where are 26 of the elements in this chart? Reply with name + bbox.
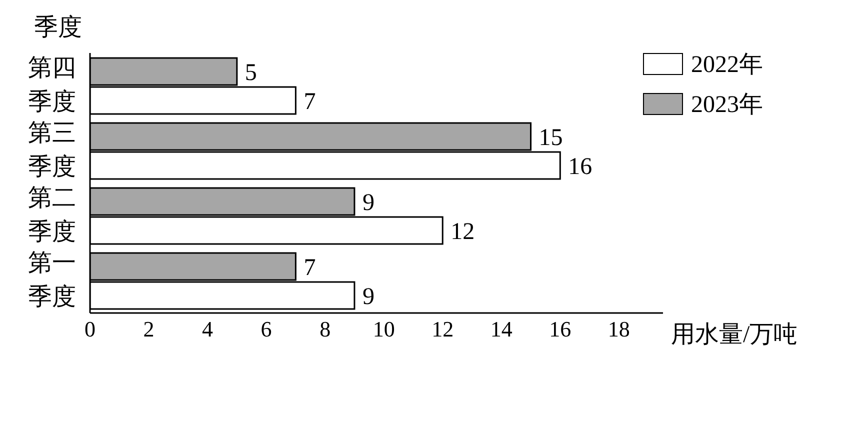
- data-label: 16: [568, 154, 592, 180]
- x-tick-label: 14: [490, 316, 512, 342]
- data-label: 9: [362, 190, 374, 216]
- x-tick-label: 10: [372, 316, 395, 342]
- data-label: 9: [362, 284, 374, 310]
- x-tick-label: 8: [320, 316, 331, 342]
- y-axis-title: 季度: [34, 14, 82, 41]
- x-tick-label: 16: [549, 316, 572, 342]
- data-label: 7: [304, 89, 316, 116]
- y-tick-label: 第三季度: [28, 120, 76, 180]
- y-tick-label: 第四季度: [28, 56, 76, 116]
- data-label: 7: [304, 255, 316, 282]
- data-label: 15: [538, 125, 563, 152]
- x-tick-label: 4: [202, 316, 214, 342]
- x-tick-label: 12: [432, 316, 454, 342]
- x-axis-title: 用水量/万吨: [671, 322, 798, 348]
- y-tick-label: 第一季度: [28, 250, 76, 310]
- x-tick-label: 2: [143, 316, 154, 342]
- x-tick-label: 0: [84, 316, 96, 342]
- data-label: 5: [244, 60, 257, 86]
- x-tick-label: 18: [608, 316, 630, 342]
- y-tick-label: 第二季度: [28, 186, 76, 246]
- x-tick-label: 6: [260, 316, 272, 342]
- legend-label: 2022年: [691, 51, 763, 80]
- data-label: 12: [450, 219, 475, 246]
- legend-label: 2023年: [691, 91, 763, 120]
